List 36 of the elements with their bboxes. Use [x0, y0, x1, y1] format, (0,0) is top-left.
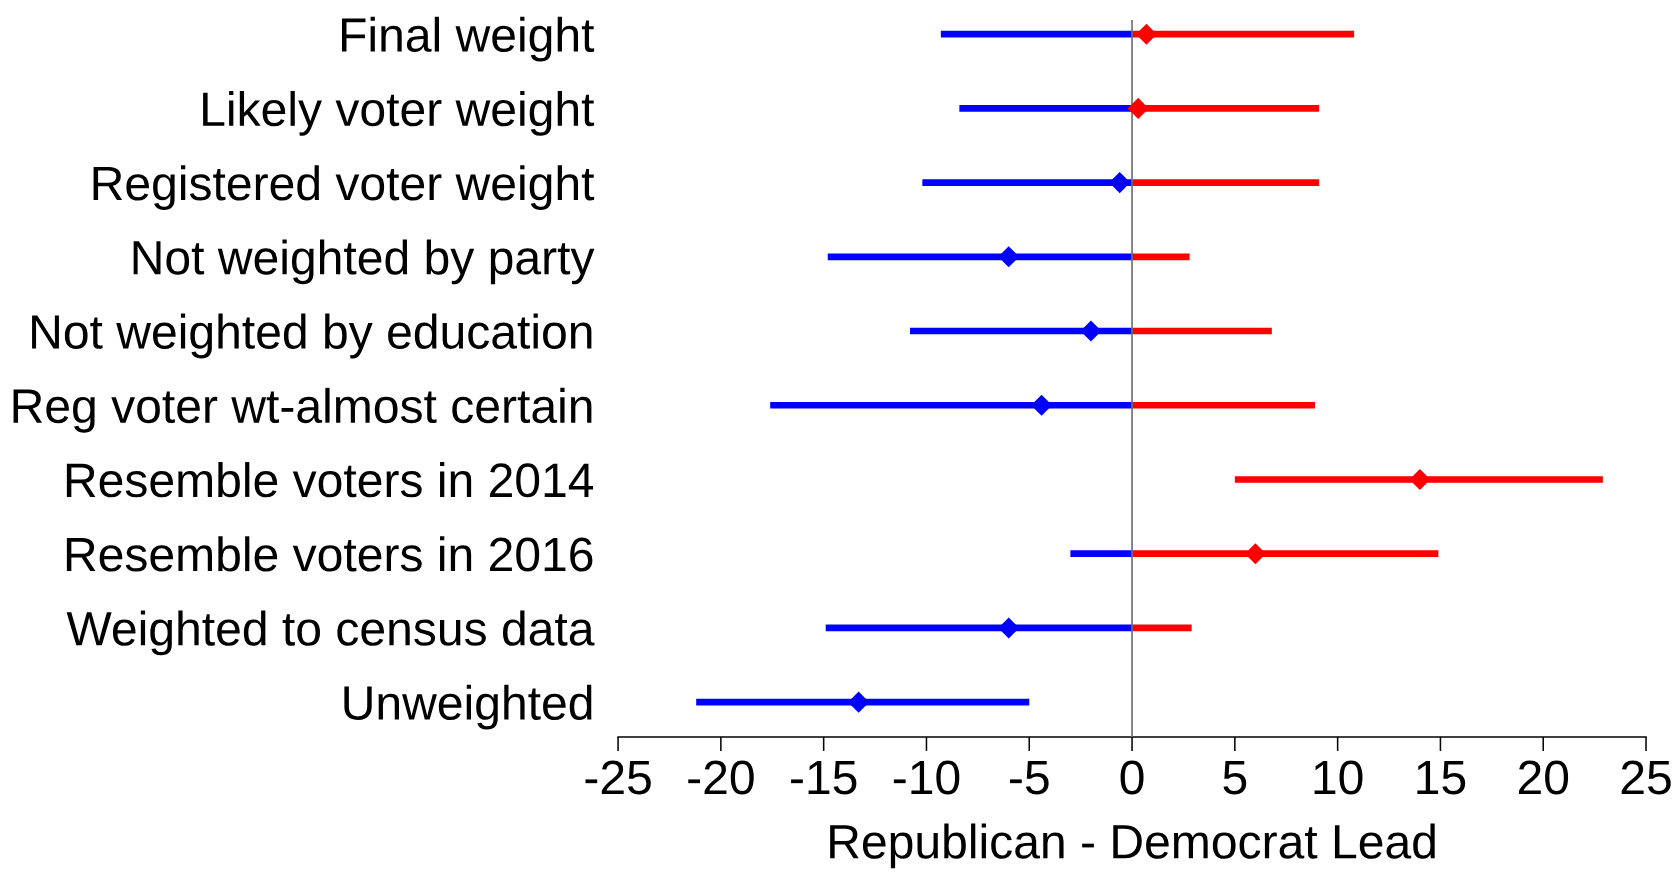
bar: [1070, 550, 1133, 558]
x-tick-label: -15: [791, 761, 857, 795]
x-tick-label: -10: [893, 760, 960, 795]
x-tick-label: -5: [1010, 761, 1049, 795]
y-tick-label: Reg voter wt-almost certain: [13, 387, 592, 433]
point: [1031, 394, 1053, 416]
x-tick-label: 5: [1223, 761, 1247, 795]
point: [848, 691, 870, 713]
bar: [1132, 401, 1316, 409]
point: [1127, 97, 1149, 119]
point: [1109, 172, 1131, 194]
x-tick-label: 25: [1621, 760, 1671, 795]
x-tick-label: 15: [1417, 761, 1466, 795]
point: [998, 246, 1020, 268]
y-tick-label: Registered voter weight: [93, 165, 595, 210]
x-tick-label: 20: [1518, 760, 1569, 795]
x-tick-label: 10: [1314, 760, 1363, 795]
point: [1409, 468, 1431, 491]
y-tick-label: Weighted to census data: [66, 610, 595, 656]
y-tick-label: Resemble voters in 2014: [66, 462, 594, 498]
y-tick-label: Unweighted: [344, 684, 592, 730]
y-tick-label: Not weighted by party: [133, 239, 595, 285]
x-tick-label: 0: [1120, 760, 1144, 795]
y-tick-label: Final weight: [342, 16, 595, 62]
x-tick-label: -25: [585, 760, 651, 795]
point: [1135, 23, 1157, 45]
x-tick-label: -20: [688, 760, 754, 795]
y-tick-label: Not weighted by education: [32, 313, 592, 359]
bar: [1132, 179, 1320, 186]
point: [1080, 320, 1102, 342]
x-axis-title: Republican - Democrat Lead: [830, 823, 1435, 869]
y-tick-label: Resemble voters in 2016: [66, 536, 593, 572]
point: [998, 617, 1020, 639]
y-tick-label: Likely voter weight: [203, 90, 595, 136]
bar: [1132, 253, 1190, 261]
bar: [959, 105, 1133, 112]
